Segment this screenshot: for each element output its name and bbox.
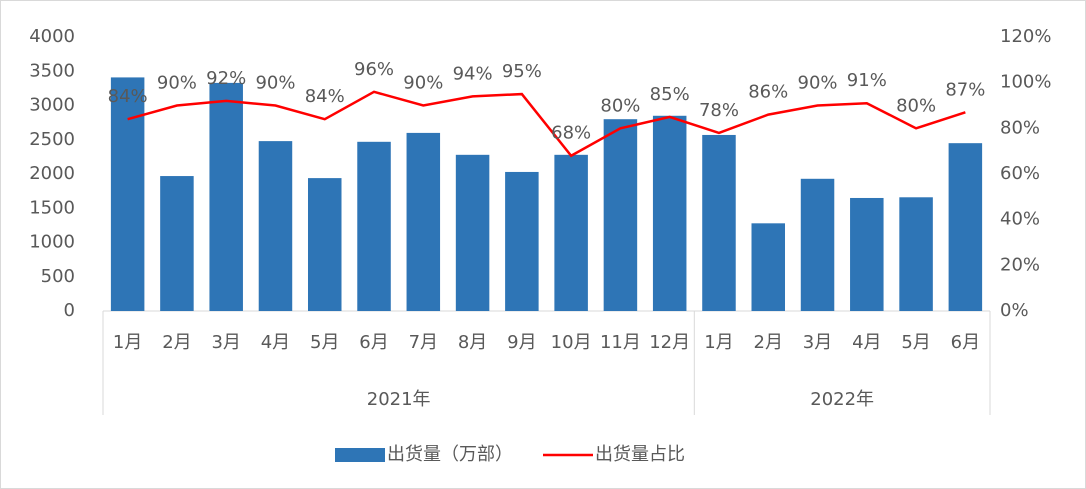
bar [604, 119, 638, 311]
data-label: 84% [305, 86, 345, 107]
y2-tick-label: 20% [1000, 254, 1040, 275]
bar [653, 116, 687, 311]
legend-label: 出货量（万部） [387, 444, 513, 465]
data-label: 95% [502, 61, 542, 82]
bar [751, 223, 785, 311]
y-tick-label: 4000 [29, 26, 75, 47]
bar [456, 155, 490, 311]
y2-tick-label: 100% [1000, 72, 1051, 93]
x-tick-label: 5月 [901, 332, 930, 353]
data-label: 68% [551, 123, 591, 144]
y-tick-label: 1000 [29, 232, 75, 253]
data-label: 90% [798, 73, 838, 94]
bar [850, 198, 884, 311]
data-label: 96% [354, 59, 394, 80]
y-tick-label: 1500 [29, 197, 75, 218]
bar [505, 172, 539, 311]
bar [357, 142, 391, 311]
chart: 0 500 1000 1500 2000 2500 3000 3500 4000 0% 20% 40%… [0, 0, 1086, 489]
data-label: 84% [108, 86, 148, 107]
x-tick-label: 9月 [507, 332, 536, 353]
y2-tick-label: 0% [1000, 300, 1029, 321]
bar [259, 141, 293, 311]
data-label: 90% [255, 73, 295, 94]
x-tick-label: 7月 [409, 332, 438, 353]
y2-tick-label: 80% [1000, 117, 1040, 138]
y-tick-label: 2000 [29, 163, 75, 184]
x-tick-label: 5月 [310, 332, 339, 353]
data-label: 80% [600, 95, 640, 116]
y-tick-label: 2500 [29, 129, 75, 150]
y-tick-label: 3500 [29, 60, 75, 81]
x-tick-label: 2月 [754, 332, 783, 353]
y2-tick-label: 40% [1000, 209, 1040, 230]
bar [554, 155, 588, 311]
data-label: 91% [847, 70, 887, 91]
x-tick-label: 6月 [951, 332, 980, 353]
data-label: 90% [403, 73, 443, 94]
y2-tick-label: 120% [1000, 26, 1051, 47]
y-tick-label: 500 [41, 266, 75, 287]
data-label: 94% [453, 63, 493, 84]
x-tick-label: 3月 [803, 332, 832, 353]
bar [407, 133, 441, 311]
x-tick-label: 11月 [600, 332, 641, 353]
x-tick-label: 4月 [852, 332, 881, 353]
x-tick-label: 10月 [551, 332, 592, 353]
x-tick-label: 2月 [162, 332, 191, 353]
data-label: 87% [945, 79, 985, 100]
bar [209, 83, 243, 311]
data-label: 86% [748, 82, 788, 103]
x-tick-label: 12月 [649, 332, 690, 353]
x-tick-label: 6月 [359, 332, 388, 353]
x-tick-label: 1月 [704, 332, 733, 353]
data-label: 80% [896, 95, 936, 116]
legend-swatch [335, 448, 385, 462]
y2-tick-label: 60% [1000, 163, 1040, 184]
x-tick-label: 4月 [261, 332, 290, 353]
bar [160, 176, 194, 311]
data-label: 90% [157, 73, 197, 94]
data-label: 92% [206, 68, 246, 89]
bar [899, 197, 933, 311]
x-tick-label: 3月 [211, 332, 240, 353]
group-label: 2022年 [810, 389, 874, 410]
bar [949, 143, 983, 311]
data-label: 78% [699, 100, 739, 121]
bar [111, 77, 145, 311]
legend-label: 出货量占比 [595, 444, 685, 465]
data-label: 85% [650, 84, 690, 105]
x-tick-label: 1月 [113, 332, 142, 353]
y-tick-label: 3000 [29, 95, 75, 116]
group-label: 2021年 [367, 389, 431, 410]
x-tick-label: 8月 [458, 332, 487, 353]
bar [702, 135, 736, 311]
bar [308, 178, 342, 311]
bar [801, 179, 835, 311]
y-tick-label: 0 [64, 300, 75, 321]
